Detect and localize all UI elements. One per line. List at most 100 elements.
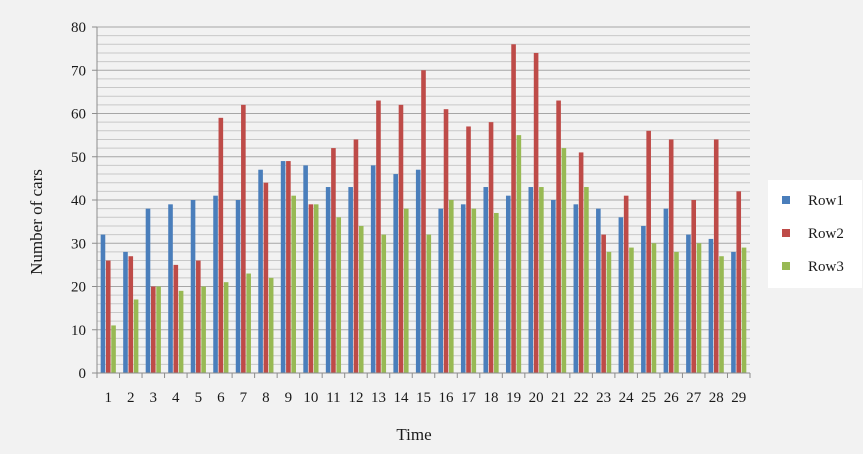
x-tick-label: 21 <box>551 390 566 406</box>
x-tick-label: 26 <box>664 390 680 406</box>
bar-row1-16 <box>438 208 444 373</box>
bar-row1-1 <box>100 234 106 373</box>
bar-row1-17 <box>460 204 466 373</box>
bar-row2-7 <box>241 104 246 373</box>
x-tick-label: 2 <box>127 390 135 406</box>
legend-swatch-row2 <box>782 229 790 237</box>
bar-row1-3 <box>145 208 151 373</box>
bar-row2-28 <box>713 139 719 373</box>
legend-label-row1: Row1 <box>808 193 844 209</box>
x-tick-label: 9 <box>285 390 293 406</box>
bar-row2-6 <box>218 117 224 373</box>
bar-row2-20 <box>533 52 539 373</box>
bar-row1-18 <box>483 187 489 373</box>
bar-row2-5 <box>196 260 201 373</box>
y-tick-label: 30 <box>71 236 86 252</box>
legend-swatch-row3 <box>782 262 790 270</box>
bars <box>100 44 747 374</box>
bar-row2-4 <box>173 264 179 374</box>
x-tick-label: 22 <box>574 390 589 406</box>
bar-row3-21 <box>561 148 567 373</box>
bar-row3-3 <box>156 286 161 373</box>
bar-row3-28 <box>719 256 724 373</box>
bar-row1-10 <box>303 165 308 373</box>
bar-row1-23 <box>596 208 601 373</box>
x-tick-label: 13 <box>371 390 386 406</box>
legend-label-row2: Row2 <box>808 226 844 242</box>
x-tick-label: 18 <box>484 390 499 406</box>
bar-row2-9 <box>286 161 291 373</box>
bar-row2-18 <box>488 122 494 374</box>
bar-row2-25 <box>646 130 651 373</box>
x-tick-label: 20 <box>529 390 544 406</box>
bar-row2-1 <box>105 260 111 373</box>
y-tick-label: 70 <box>71 63 86 79</box>
x-tick-label: 24 <box>619 390 635 406</box>
x-tick-label: 12 <box>348 390 363 406</box>
x-tick-label: 10 <box>303 390 318 406</box>
y-tick-labels: 0 10 20 30 40 50 60 70 80 <box>71 20 86 382</box>
y-tick-label: 50 <box>71 150 86 166</box>
bar-row1-21 <box>551 200 556 373</box>
bar-row3-18 <box>494 212 499 373</box>
x-tick-label: 16 <box>439 390 455 406</box>
bar-row3-19 <box>516 135 522 374</box>
x-tick-label: 1 <box>105 390 113 406</box>
bar-row3-10 <box>313 204 319 373</box>
bar-row3-5 <box>201 286 206 373</box>
x-tick-label: 3 <box>150 390 158 406</box>
bar-row3-11 <box>336 217 342 373</box>
bar-row1-7 <box>235 200 241 373</box>
bar-row2-15 <box>421 70 426 373</box>
bar-row2-12 <box>353 139 359 373</box>
y-tick-label: 80 <box>71 20 86 36</box>
x-tick-label: 27 <box>686 390 702 406</box>
x-tick-label: 23 <box>596 390 611 406</box>
bar-row3-1 <box>111 325 116 373</box>
x-tick-label: 17 <box>461 390 477 406</box>
x-axis-title: Time <box>396 425 431 444</box>
bar-row3-22 <box>584 187 589 373</box>
bar-row2-10 <box>308 204 314 373</box>
bar-row3-17 <box>471 208 477 373</box>
bar-row2-8 <box>263 182 269 373</box>
bar-row3-26 <box>674 251 679 373</box>
x-tick-label: 19 <box>506 390 521 406</box>
bar-row3-15 <box>426 234 432 373</box>
bar-row3-8 <box>268 277 274 373</box>
x-tick-label: 14 <box>393 390 409 406</box>
bar-row2-29 <box>736 191 742 373</box>
bar-row2-23 <box>601 234 606 373</box>
bar-row2-26 <box>668 139 674 373</box>
bar-row1-24 <box>618 217 624 373</box>
bar-row1-28 <box>708 238 714 373</box>
bar-row2-13 <box>376 100 381 373</box>
y-axis-title: Number of cars <box>27 169 46 275</box>
bar-row1-25 <box>641 225 646 373</box>
x-tick-labels: 1 2 3 4 5 6 7 8 9 10 11 12 13 14 15 16 17 18 19 20 21 22 23 24 2… <box>105 390 747 406</box>
bar-row1-27 <box>686 234 691 373</box>
bar-row1-4 <box>168 204 173 373</box>
bar-row1-15 <box>415 169 421 373</box>
bar-row3-23 <box>606 251 612 373</box>
bar-row1-8 <box>258 169 263 373</box>
bar-row3-4 <box>178 290 184 373</box>
x-tick-label: 5 <box>195 390 203 406</box>
y-tick-label: 40 <box>71 193 86 209</box>
bar-row3-14 <box>403 208 409 373</box>
bar-row2-19 <box>511 44 516 374</box>
axes <box>92 26 751 378</box>
bar-row1-2 <box>123 251 128 373</box>
bar-row3-29 <box>741 247 747 373</box>
y-tick-label: 0 <box>79 366 87 382</box>
bar-row1-26 <box>663 208 669 373</box>
x-tick-label: 4 <box>172 390 180 406</box>
bar-row3-25 <box>651 243 657 373</box>
bar-row3-13 <box>381 234 387 373</box>
bar-row3-12 <box>358 225 364 373</box>
bar-row2-14 <box>398 104 404 373</box>
x-tick-label: 6 <box>217 390 225 406</box>
legend: Row1 Row2 Row3 <box>768 180 862 288</box>
